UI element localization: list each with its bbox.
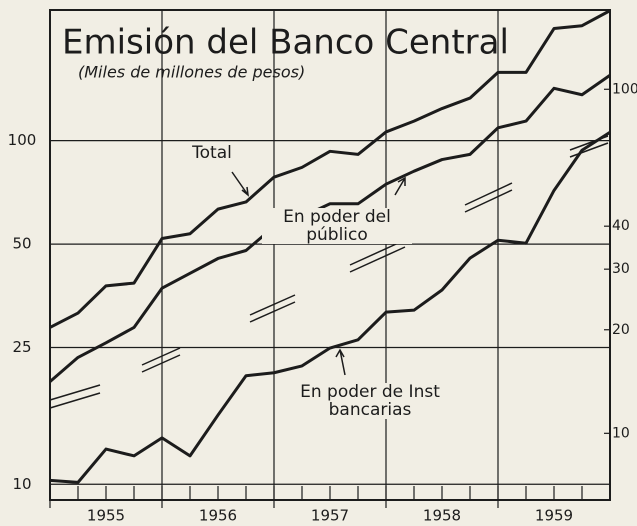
- x-tick-label: 1959: [535, 507, 573, 525]
- series-line: [49, 74, 611, 383]
- y-tick-label: 50: [12, 235, 31, 253]
- plot-frame: [49, 9, 611, 501]
- series-label: En poder del público: [262, 208, 412, 244]
- y2-tick-label: 10: [612, 425, 630, 441]
- x-tick-label: 1955: [87, 507, 125, 525]
- series-label: En poder de Inst bancarias: [275, 383, 465, 419]
- y-tick-label: 10: [12, 475, 31, 493]
- series-line: [49, 131, 611, 484]
- series-line: [49, 9, 611, 329]
- y2-tick-label: 20: [612, 322, 630, 338]
- chart-title: Emisión del Banco Central: [62, 23, 509, 63]
- label-arrows: [231, 171, 406, 376]
- y2-tick-label: 30: [612, 261, 630, 277]
- y-tick-label: 100: [8, 131, 37, 149]
- x-tick-label: 1956: [199, 507, 237, 525]
- series-label: Total: [172, 144, 252, 162]
- x-tick-label: 1957: [311, 507, 349, 525]
- y-tick-label: 25: [12, 338, 31, 356]
- break-marks: [49, 135, 609, 409]
- y2-tick-label: 40: [612, 218, 630, 234]
- y2-tick-label: 100: [612, 81, 637, 97]
- x-tick-label: 1958: [423, 507, 461, 525]
- chart-subtitle: (Miles de millones de pesos): [78, 63, 305, 82]
